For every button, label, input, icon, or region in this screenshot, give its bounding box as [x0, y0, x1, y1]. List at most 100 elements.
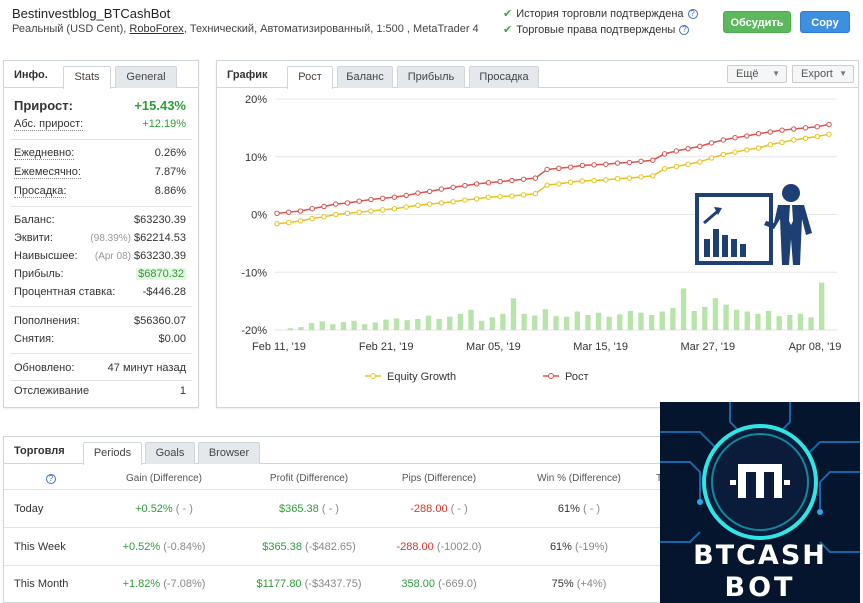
- bar: [404, 320, 410, 330]
- series-point: [509, 177, 515, 184]
- pips-value: 358.00: [401, 578, 436, 590]
- bar: [563, 316, 570, 330]
- series-point: [685, 161, 691, 167]
- logo-text-line2: BOT: [724, 572, 796, 603]
- balance-row: Баланс: $63230.39: [14, 214, 186, 230]
- bar: [744, 311, 750, 330]
- series-point: [509, 193, 515, 199]
- win-cell: 61% (-19%): [524, 541, 634, 553]
- series-point: [626, 175, 633, 181]
- gain-cell: +0.52% ( - ): [109, 503, 219, 515]
- bar: [468, 309, 474, 330]
- check-icon: ✔: [503, 24, 513, 36]
- series-point: [661, 151, 668, 157]
- deposits-value: $56360.07: [134, 315, 186, 327]
- series-point: [650, 157, 656, 163]
- bar: [659, 311, 665, 330]
- verify-trading-label: Торговые права подтверждены: [516, 24, 676, 36]
- equity-label: Эквити:: [14, 232, 53, 244]
- win-diff: (+4%): [576, 578, 607, 590]
- bar: [680, 288, 687, 330]
- help-icon[interactable]: ?: [46, 474, 56, 484]
- tab-periods[interactable]: Periods: [83, 442, 142, 465]
- bar: [532, 315, 538, 330]
- win-value: 75%: [551, 578, 574, 590]
- daily-label: Ежедневно:: [14, 147, 75, 160]
- series-point: [286, 219, 292, 226]
- series-point: [544, 182, 550, 188]
- tab-balance[interactable]: Баланс: [337, 66, 393, 88]
- balance-label: Баланс:: [14, 214, 55, 226]
- divider: [10, 306, 192, 307]
- balance-value: $63230.39: [134, 214, 186, 226]
- tab-profit[interactable]: Прибыль: [397, 66, 465, 88]
- series-point: [767, 129, 773, 135]
- highest-label: Наивысшее:: [14, 250, 78, 262]
- bar: [797, 313, 804, 330]
- pips-value: -288.00: [396, 541, 434, 553]
- help-icon[interactable]: ?: [679, 25, 690, 36]
- series-point: [438, 186, 445, 192]
- btcash-bot-logo: BTCASH BOT: [660, 402, 860, 603]
- series-point: [297, 218, 304, 224]
- interest-row: Процентная ставка: -$446.28: [14, 286, 186, 302]
- copy-button[interactable]: Copy: [800, 11, 850, 33]
- broker-link[interactable]: RoboForex: [129, 23, 184, 35]
- help-icon[interactable]: ?: [687, 9, 698, 20]
- series-point: [544, 166, 550, 173]
- x-tick-label: Feb 21, '19: [359, 341, 414, 353]
- trading-panel-title: Торговля: [14, 445, 65, 457]
- series-point: [532, 175, 539, 181]
- series-point: [744, 147, 750, 153]
- bar: [478, 320, 485, 330]
- divider: [4, 489, 858, 490]
- account-type: Реальный (USD Cent),: [12, 23, 127, 35]
- tab-growth[interactable]: Рост: [287, 66, 333, 89]
- tab-browser[interactable]: Browser: [198, 442, 260, 464]
- bar: [362, 324, 368, 330]
- series-point: [744, 133, 750, 139]
- pips-cell: -288.00 (-1002.0): [379, 541, 499, 553]
- series-point: [426, 188, 433, 195]
- gain-diff: (-0.84%): [163, 541, 206, 553]
- series-point: [415, 202, 421, 208]
- info-panel-title: Инфо.: [14, 69, 48, 81]
- series-point: [779, 139, 785, 146]
- bar: [595, 312, 602, 330]
- profit-cell: $365.38 ( - ): [244, 503, 374, 515]
- series-point: [708, 140, 715, 146]
- bar: [617, 314, 623, 330]
- verify-history-label: История торговли подтверждена: [516, 8, 684, 20]
- tab-stats[interactable]: Stats: [63, 66, 111, 89]
- series-point: [638, 174, 644, 180]
- more-dropdown[interactable]: Ещё ▼: [727, 65, 787, 83]
- bar: [298, 327, 304, 330]
- bar: [765, 310, 772, 330]
- series-point: [286, 209, 292, 215]
- series-point: [274, 221, 280, 227]
- tab-drawdown[interactable]: Просадка: [469, 66, 539, 88]
- bar: [542, 309, 549, 330]
- series-point: [532, 191, 539, 197]
- series-point: [450, 184, 456, 191]
- export-dropdown[interactable]: Export ▼: [792, 65, 854, 83]
- bar: [308, 323, 315, 330]
- series-point: [380, 207, 386, 213]
- gain-diff: (-7.08%): [163, 578, 206, 590]
- discuss-button[interactable]: Обсудить: [723, 11, 791, 33]
- series-point: [333, 201, 339, 207]
- gain-value: +1.82%: [122, 578, 161, 590]
- profit-value: $365.38: [262, 541, 302, 553]
- bar: [425, 315, 432, 330]
- series-point: [333, 211, 339, 218]
- circuit-logo-graphic: [660, 402, 860, 553]
- tab-general[interactable]: General: [115, 66, 177, 88]
- series-point: [661, 166, 668, 172]
- tab-goals[interactable]: Goals: [145, 442, 195, 464]
- bar: [606, 316, 612, 330]
- series-point: [309, 206, 315, 212]
- pips-cell: 358.00 (-669.0): [379, 578, 499, 590]
- series-point: [697, 143, 703, 150]
- bar: [723, 304, 729, 330]
- gain-value: +15.43%: [134, 98, 186, 113]
